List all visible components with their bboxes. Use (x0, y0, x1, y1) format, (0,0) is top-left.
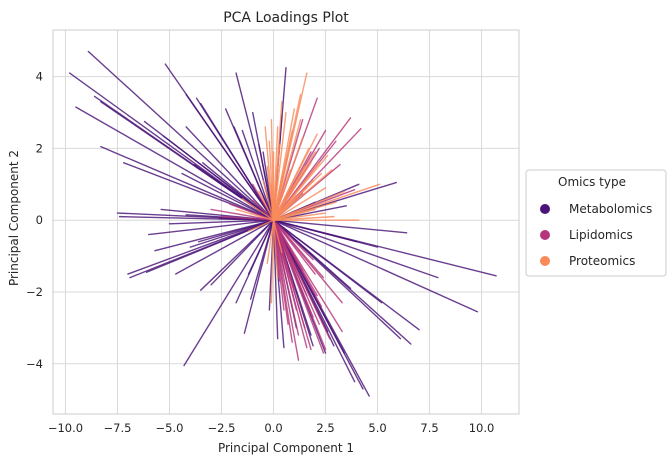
y-tick-label: −4 (26, 357, 43, 371)
loading-vectors (68, 50, 497, 397)
loading-vector (272, 119, 302, 221)
loading-vector (247, 219, 275, 232)
legend-label: Proteomics (569, 254, 635, 268)
legend-marker (540, 230, 550, 240)
chart-title: PCA Loadings Plot (223, 10, 349, 26)
loading-vector (272, 219, 358, 243)
y-tick-label: 4 (36, 70, 43, 84)
loading-vector (272, 219, 318, 297)
x-tick-label: 2.5 (316, 421, 334, 435)
loading-vector (185, 126, 275, 221)
loading-vector (272, 219, 383, 304)
loading-vector (272, 219, 479, 313)
loading-vector (235, 208, 275, 221)
x-tick-label: 7.5 (420, 421, 438, 435)
loading-vector (241, 197, 275, 221)
loading-vector (272, 183, 381, 221)
legend-label: Metabolomics (569, 202, 652, 216)
loading-vector (183, 219, 275, 367)
loading-vector (272, 183, 293, 221)
loading-vector (272, 219, 320, 325)
loading-vector (272, 169, 333, 221)
legend-marker (540, 204, 550, 214)
loading-vector (270, 183, 275, 221)
loading-vector (200, 102, 275, 221)
x-tick-label: 5.0 (368, 421, 386, 435)
x-tick-label: −5.0 (156, 421, 184, 435)
loading-vector (185, 93, 275, 221)
legend-title: Omics type (558, 175, 626, 189)
loading-vector (262, 180, 275, 221)
legend-frame (525, 169, 667, 277)
loading-vector (272, 219, 439, 279)
loading-vector (175, 219, 275, 275)
loading-vector (272, 219, 279, 340)
loading-vector (272, 162, 320, 221)
y-tick-label: 0 (36, 213, 43, 227)
y-tick-labels: −4 −2 0 2 4 (26, 70, 43, 371)
loading-vector (272, 205, 348, 221)
x-axis-label: Principal Component 1 (218, 441, 354, 455)
loading-vector (202, 162, 275, 221)
loading-vector (272, 215, 335, 221)
x-tick-labels: −10.0 −7.5 −5.0 −2.5 0.0 2.5 5.0 7.5 10.0 (48, 421, 495, 435)
x-tick-label: 0.0 (264, 421, 282, 435)
loading-vector (247, 219, 275, 275)
plot-frame (52, 29, 520, 415)
y-tick-label: 2 (36, 141, 43, 155)
series-proteomics (235, 72, 381, 304)
loading-vector (75, 106, 275, 221)
legend-marker (540, 256, 550, 266)
loading-vector (272, 219, 352, 290)
x-tick-label: −2.5 (208, 421, 236, 435)
loading-vector (272, 219, 279, 279)
loading-vector (220, 215, 275, 221)
x-tick-label: 10.0 (469, 421, 495, 435)
loading-vector (210, 219, 275, 286)
loading-vector (270, 219, 275, 304)
loading-vector (147, 219, 275, 236)
loading-vector (210, 208, 275, 221)
loading-vector (272, 219, 402, 340)
loading-vector (272, 219, 283, 254)
loading-vector (243, 219, 275, 334)
x-tick-label: −7.5 (104, 421, 132, 435)
legend: Omics type Metabolomics Lipidomics Proteom… (525, 169, 667, 277)
loading-vector (241, 129, 275, 221)
loading-vector (272, 144, 281, 221)
loading-vector (189, 219, 275, 248)
loading-vector (272, 190, 345, 221)
loading-vector (100, 145, 275, 221)
y-tick-label: −2 (26, 285, 43, 299)
loading-vector (272, 212, 327, 221)
loading-vector (272, 187, 327, 221)
loading-vector (181, 172, 275, 221)
loading-vector (252, 199, 275, 221)
y-axis-label: Principal Component 2 (7, 150, 21, 286)
loading-vector (266, 219, 275, 264)
legend-items: Metabolomics Lipidomics Proteomics (540, 202, 652, 268)
loading-vector (233, 126, 275, 221)
loading-vector (272, 208, 316, 221)
legend-label: Lipidomics (569, 228, 633, 242)
loading-vector (87, 50, 275, 221)
loading-vector (168, 219, 275, 225)
loading-vector (272, 162, 312, 221)
loading-vector (272, 219, 291, 264)
series-metabolomics (68, 50, 497, 397)
x-tick-label: −10.0 (48, 421, 83, 435)
loading-vector (258, 190, 275, 221)
loading-vector (272, 219, 408, 234)
loading-vector (272, 219, 316, 275)
